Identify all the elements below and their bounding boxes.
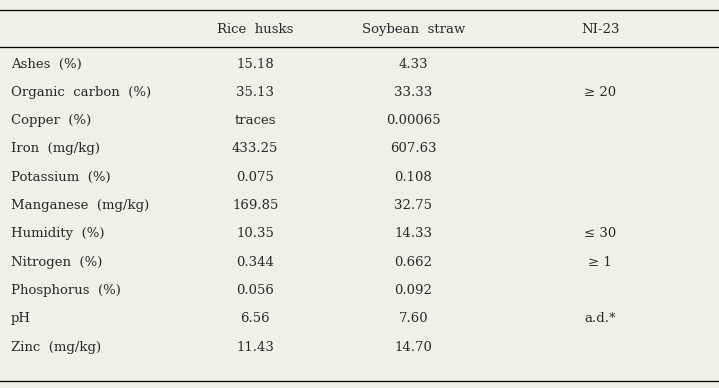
Text: NI-23: NI-23 (581, 23, 620, 36)
Text: 4.33: 4.33 (398, 57, 429, 71)
Text: 169.85: 169.85 (232, 199, 278, 212)
Text: 14.70: 14.70 (395, 341, 432, 354)
Text: Ashes  (%): Ashes (%) (11, 57, 81, 71)
Text: 0.108: 0.108 (395, 171, 432, 184)
Text: Iron  (mg/kg): Iron (mg/kg) (11, 142, 100, 156)
Text: Organic  carbon  (%): Organic carbon (%) (11, 86, 151, 99)
Text: Humidity  (%): Humidity (%) (11, 227, 104, 241)
Text: 32.75: 32.75 (395, 199, 432, 212)
Text: 33.33: 33.33 (394, 86, 433, 99)
Text: 0.092: 0.092 (395, 284, 432, 297)
Text: a.d.*: a.d.* (585, 312, 616, 326)
Text: Copper  (%): Copper (%) (11, 114, 91, 127)
Text: 35.13: 35.13 (237, 86, 274, 99)
Text: 7.60: 7.60 (398, 312, 429, 326)
Text: 10.35: 10.35 (237, 227, 274, 241)
Text: 6.56: 6.56 (240, 312, 270, 326)
Text: ≤ 30: ≤ 30 (585, 227, 616, 241)
Text: 0.056: 0.056 (237, 284, 274, 297)
Text: Rice  husks: Rice husks (217, 23, 293, 36)
Text: 0.662: 0.662 (395, 256, 432, 269)
Text: Soybean  straw: Soybean straw (362, 23, 465, 36)
Text: 607.63: 607.63 (390, 142, 436, 156)
Text: traces: traces (234, 114, 276, 127)
Text: Nitrogen  (%): Nitrogen (%) (11, 256, 102, 269)
Text: ≥ 1: ≥ 1 (588, 256, 613, 269)
Text: Phosphorus  (%): Phosphorus (%) (11, 284, 121, 297)
Text: 0.075: 0.075 (237, 171, 274, 184)
Text: Zinc  (mg/kg): Zinc (mg/kg) (11, 341, 101, 354)
Text: 0.344: 0.344 (237, 256, 274, 269)
Text: pH: pH (11, 312, 31, 326)
Text: 14.33: 14.33 (395, 227, 432, 241)
Text: Potassium  (%): Potassium (%) (11, 171, 111, 184)
Text: ≥ 20: ≥ 20 (585, 86, 616, 99)
Text: 11.43: 11.43 (237, 341, 274, 354)
Text: Manganese  (mg/kg): Manganese (mg/kg) (11, 199, 149, 212)
Text: 15.18: 15.18 (237, 57, 274, 71)
Text: 433.25: 433.25 (232, 142, 278, 156)
Text: 0.00065: 0.00065 (386, 114, 441, 127)
